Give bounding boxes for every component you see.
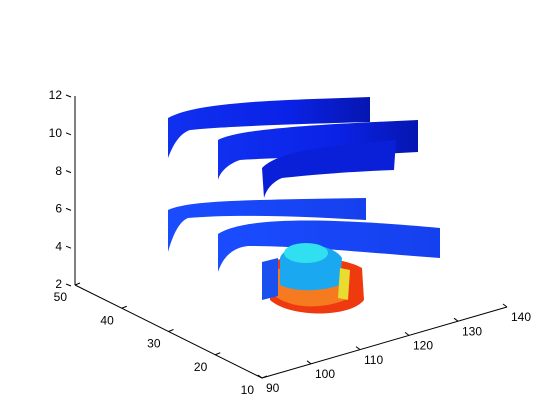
z-tick-label: 6 bbox=[55, 202, 62, 216]
x-tick-label: 130 bbox=[462, 324, 482, 338]
ribbon bbox=[338, 268, 350, 300]
y-tick bbox=[215, 352, 221, 356]
y-tick-label: 40 bbox=[100, 313, 114, 327]
ribbon bbox=[168, 198, 366, 252]
z-tick-label: 4 bbox=[55, 239, 62, 253]
z-tick bbox=[65, 283, 72, 287]
axes: 2 4 6 8 10 12 10 20 30 40 50 90 100 110 120 130 140 bbox=[49, 88, 532, 397]
ribbon bbox=[262, 258, 278, 300]
x-tick-label: 90 bbox=[266, 381, 280, 395]
x-tick bbox=[502, 303, 508, 308]
z-tick-label: 8 bbox=[55, 164, 62, 178]
x-tick-label: 120 bbox=[413, 339, 433, 353]
ribbon bbox=[218, 220, 440, 272]
z-tick bbox=[65, 132, 72, 136]
ribbon bbox=[262, 140, 396, 198]
z-tick-label: 2 bbox=[55, 277, 62, 291]
y-tick-label: 10 bbox=[241, 383, 255, 397]
z-tick bbox=[65, 94, 72, 98]
z-tick bbox=[65, 245, 72, 249]
z-tick bbox=[65, 207, 72, 211]
ribbon bbox=[284, 243, 328, 263]
y-tick bbox=[261, 375, 268, 379]
y-tick-label: 50 bbox=[54, 290, 68, 304]
z-tick-label: 10 bbox=[49, 126, 63, 140]
y-tick-label: 20 bbox=[194, 360, 208, 374]
ribbon bbox=[168, 97, 370, 158]
ribbons bbox=[168, 97, 440, 314]
x-tick bbox=[306, 360, 312, 365]
y-tick bbox=[74, 282, 81, 286]
x-tick bbox=[453, 317, 459, 322]
x-tick-label: 140 bbox=[511, 310, 531, 324]
x-tick bbox=[257, 374, 263, 379]
x-tick bbox=[355, 346, 361, 351]
x-tick bbox=[404, 331, 410, 336]
z-tick bbox=[65, 170, 72, 174]
x-axis bbox=[261, 306, 508, 379]
y-tick bbox=[168, 329, 174, 332]
y-tick-label: 30 bbox=[147, 337, 161, 351]
x-tick-label: 100 bbox=[315, 367, 335, 381]
z-tick-label: 12 bbox=[49, 88, 63, 102]
y-tick bbox=[121, 305, 127, 309]
x-tick-label: 110 bbox=[364, 353, 383, 367]
